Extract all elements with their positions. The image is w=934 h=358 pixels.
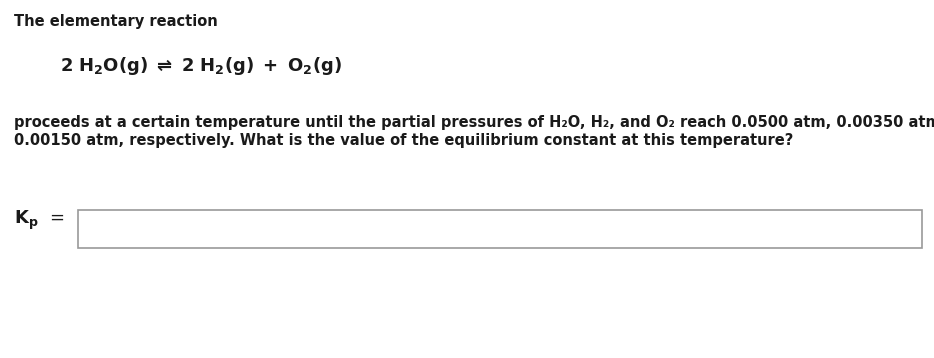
Text: $\mathbf{2\ H_2O(g)\ \rightleftharpoons\ 2\ H_2(g)\ +\ O_2(g)}$: $\mathbf{2\ H_2O(g)\ \rightleftharpoons\… (60, 55, 342, 77)
Text: 0.00150 atm, respectively. What is the value of the equilibrium constant at this: 0.00150 atm, respectively. What is the v… (14, 133, 793, 148)
Text: $\mathbf{K_p}$  =: $\mathbf{K_p}$ = (14, 208, 64, 232)
Text: proceeds at a certain temperature until the partial pressures of H₂O, H₂, and O₂: proceeds at a certain temperature until … (14, 115, 934, 130)
Bar (78, 210, 922, 248)
Text: The elementary reaction: The elementary reaction (14, 14, 218, 29)
